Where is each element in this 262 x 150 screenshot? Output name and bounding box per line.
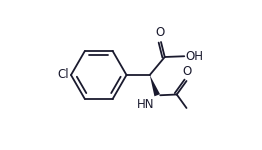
- Text: O: O: [156, 26, 165, 39]
- Text: Cl: Cl: [57, 69, 69, 81]
- Text: O: O: [182, 65, 192, 78]
- Text: OH: OH: [185, 50, 204, 63]
- Text: HN: HN: [137, 98, 154, 111]
- Polygon shape: [150, 75, 160, 96]
